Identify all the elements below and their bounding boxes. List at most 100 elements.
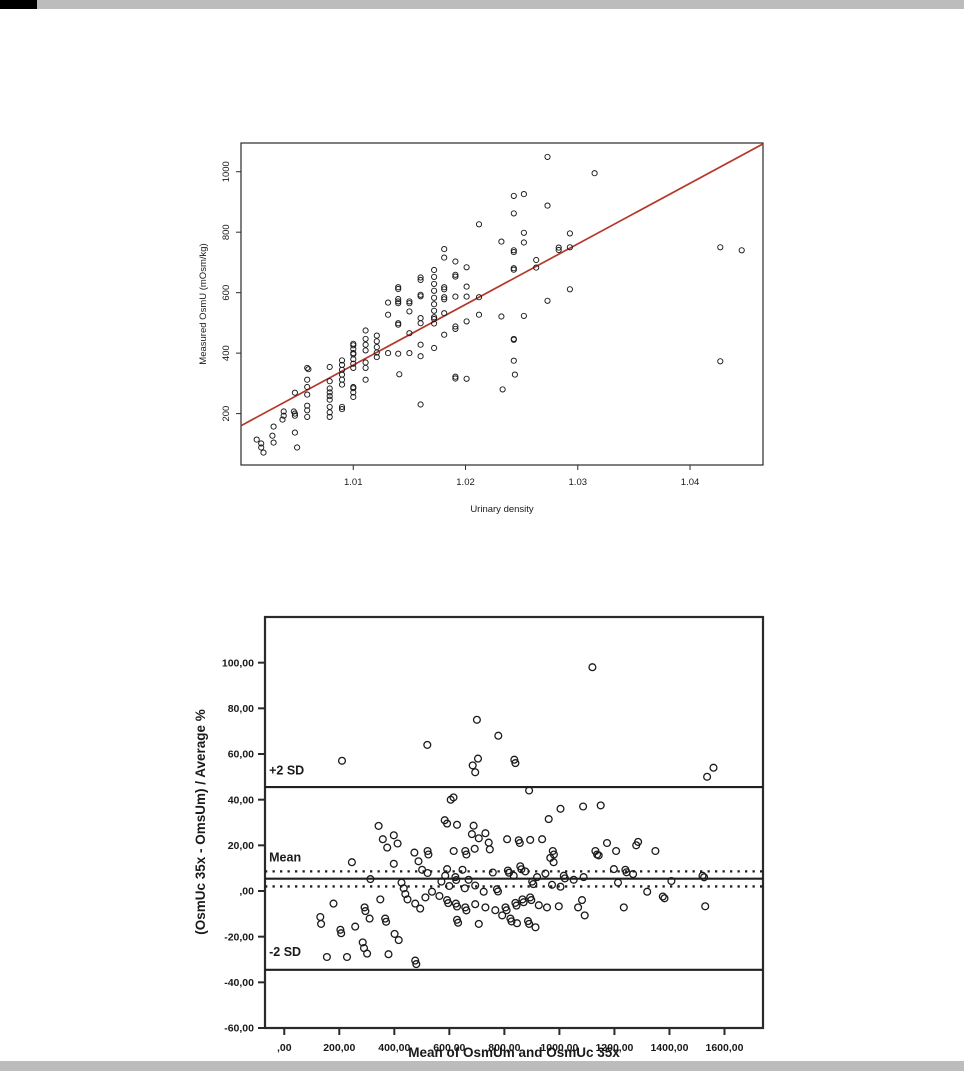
data-point (485, 845, 494, 854)
scatter-plot-svg: 1.01 1.02 1.03 1.04 200 400 600 800 1000 Urinary … (198, 142, 764, 515)
data-point (464, 875, 473, 884)
data-point (431, 273, 438, 280)
y-axis-title: (OsmUc 35x - OmsUm) / Average % (193, 709, 208, 935)
data-point (374, 821, 383, 830)
data-point (525, 919, 534, 928)
data-point (280, 408, 287, 415)
data-point (556, 882, 565, 891)
data-point (472, 715, 481, 724)
data-point (411, 956, 420, 965)
data-point (406, 330, 413, 337)
data-point (366, 875, 375, 884)
data-point (452, 820, 462, 829)
data-point (385, 350, 392, 357)
data-point (515, 838, 524, 848)
data-point (445, 881, 454, 891)
top-margin-strip (0, 0, 964, 9)
data-point (560, 874, 569, 883)
data-point (517, 865, 526, 874)
data-point (279, 416, 286, 423)
y-axis-title: Measured OsmU (mOsm/kg) (198, 243, 209, 364)
data-point (533, 264, 540, 271)
data-point (468, 761, 477, 770)
data-point (463, 375, 470, 382)
data-point (383, 843, 392, 852)
data-point (417, 320, 424, 327)
data-point (421, 893, 430, 902)
data-point (385, 311, 392, 318)
data-point (304, 413, 311, 420)
data-point (463, 318, 470, 325)
data-point (510, 249, 517, 256)
data-point (431, 301, 438, 308)
data-point (417, 353, 424, 360)
x-tick-label: 400,00 (378, 1042, 410, 1054)
data-point (452, 375, 459, 382)
data-point (463, 264, 470, 271)
data-point (591, 170, 598, 177)
data-point (373, 332, 380, 339)
reference-line-label: Mean (269, 850, 301, 864)
y-tick-label: -40,00 (224, 977, 254, 989)
data-point (338, 376, 346, 383)
x-tick-label: 600,00 (433, 1042, 465, 1054)
data-point (538, 835, 547, 844)
data-point (280, 412, 287, 419)
data-point (304, 383, 311, 391)
data-point (431, 287, 438, 294)
data-point (269, 432, 276, 439)
y-tick-label: 60,00 (228, 749, 254, 761)
data-point (350, 393, 357, 401)
data-point (361, 907, 370, 916)
data-point (378, 835, 387, 844)
data-point (338, 381, 346, 388)
data-point (520, 229, 527, 236)
data-point (260, 449, 267, 456)
data-point (406, 298, 413, 305)
data-point (431, 314, 438, 321)
y-tick-label: 800 (221, 224, 232, 240)
data-point (612, 846, 621, 856)
data-point (291, 429, 298, 436)
data-point (463, 283, 470, 290)
data-point (338, 403, 346, 410)
data-point (435, 891, 444, 901)
data-point (510, 336, 517, 343)
data-point (441, 246, 448, 253)
data-point (467, 830, 476, 839)
data-point (431, 280, 438, 287)
data-point (509, 871, 518, 880)
data-point (474, 919, 483, 928)
data-point (270, 439, 277, 446)
data-point (512, 919, 522, 928)
data-point (452, 273, 459, 280)
data-point (474, 834, 483, 843)
data-point (326, 389, 333, 396)
data-point (510, 266, 517, 273)
data-point (525, 786, 534, 795)
bland-altman-svg: ,00 200,00 400,00 600,00 800,00 1000,00 1200,0… (193, 615, 765, 1060)
data-point (479, 887, 488, 896)
data-point (414, 857, 423, 866)
data-point (362, 364, 369, 371)
data-point (510, 192, 517, 199)
data-point (441, 284, 448, 291)
data-point (360, 903, 369, 912)
data-point (462, 906, 471, 915)
data-point (342, 952, 352, 962)
data-point (461, 846, 470, 856)
data-point (395, 285, 402, 293)
data-point (395, 350, 402, 357)
data-point (431, 307, 438, 314)
data-point (305, 366, 312, 373)
data-point (253, 436, 260, 443)
data-point (593, 850, 602, 859)
data-point (444, 899, 453, 908)
data-point (399, 884, 408, 893)
data-point (362, 347, 369, 354)
data-point (417, 276, 424, 284)
data-point (484, 838, 493, 847)
x-tick-label: 1.01 (344, 477, 363, 488)
data-point (588, 663, 597, 672)
data-point (329, 899, 338, 908)
